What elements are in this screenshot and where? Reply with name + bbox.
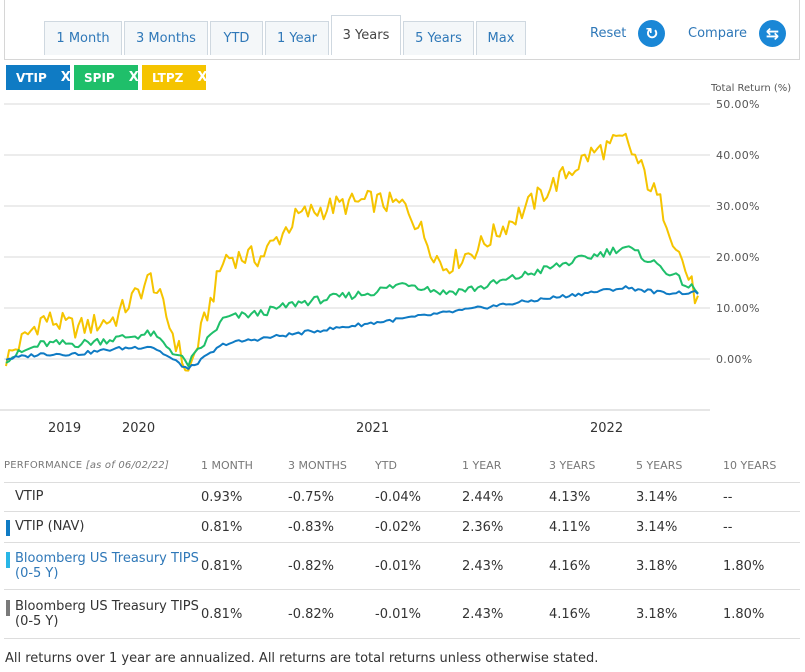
series-line-ltpz	[5, 132, 699, 372]
compare-button[interactable]: Compare ⇆	[688, 20, 786, 47]
perf-title: PERFORMANCE	[4, 459, 83, 471]
chip-ltpz[interactable]: LTPZ X	[142, 65, 208, 90]
cell-value: -0.02%	[375, 511, 462, 543]
col-header: 10 YEARS	[723, 458, 777, 472]
time-range-tabs: 1 Month 3 Months YTD 1 Year 3 Years 5 Ye…	[44, 15, 528, 55]
cell-value: --	[723, 511, 800, 543]
cell-value: --	[723, 482, 800, 512]
cell-value: -0.82%	[288, 589, 375, 639]
close-icon[interactable]: X	[197, 70, 208, 85]
close-icon[interactable]: X	[60, 70, 71, 85]
cell-value: 4.16%	[549, 589, 636, 639]
row-name: VTIP (NAV)	[15, 518, 85, 534]
cell-value: 3.18%	[636, 589, 723, 639]
col-header: 5 YEARS	[636, 458, 683, 472]
y-tick-label: 50.00%	[716, 98, 760, 111]
compare-arrows-icon: ⇆	[758, 20, 786, 47]
cell-value: -0.83%	[288, 511, 375, 543]
x-tick-label: 2022	[590, 421, 624, 436]
cell-value: -0.01%	[375, 542, 462, 590]
row-color-marker	[6, 552, 10, 568]
y-axis-title: Total Return (%)	[711, 83, 792, 94]
cell-value: 2.43%	[462, 589, 549, 639]
col-header: YTD	[375, 458, 397, 472]
tab-1-year[interactable]: 1 Year	[265, 21, 329, 55]
chip-ltpz-label: LTPZ	[152, 70, 184, 85]
cell-value: 3.18%	[636, 542, 723, 590]
tab-frame	[4, 0, 800, 60]
table-row: Bloomberg US Treasury TIPS (0-5 Y) 0.81% -…	[4, 589, 800, 639]
cell-value: 2.43%	[462, 542, 549, 590]
cell-value: 4.13%	[549, 482, 636, 512]
cell-value: -0.01%	[375, 589, 462, 639]
cell-value: 3.14%	[636, 482, 723, 512]
x-tick-label: 2020	[122, 421, 156, 436]
chip-vtip-label: VTIP	[16, 70, 47, 85]
reset-button[interactable]: Reset ↻	[590, 20, 666, 47]
chip-spip-label: SPIP	[84, 70, 115, 85]
row-color-marker	[6, 600, 10, 616]
footnote: All returns over 1 year are annualized. …	[5, 651, 599, 666]
y-tick-label: 30.00%	[716, 200, 760, 213]
benchmark-link[interactable]: Bloomberg US Treasury TIPS (0-5 Y)	[15, 551, 199, 581]
cell-value: 0.81%	[201, 589, 288, 639]
tab-1-month[interactable]: 1 Month	[44, 21, 122, 55]
tab-3-months[interactable]: 3 Months	[124, 21, 208, 55]
cell-value: 1.80%	[723, 542, 800, 590]
cell-value: 3.14%	[636, 511, 723, 543]
series-line-vtip	[5, 285, 699, 370]
row-color-marker	[6, 519, 10, 536]
y-tick-label: 10.00%	[716, 302, 760, 315]
row-name: Bloomberg US Treasury TIPS (0-5 Y)	[15, 599, 199, 629]
cell-value: 2.36%	[462, 511, 549, 543]
reset-icon: ↻	[638, 20, 666, 47]
tab-ytd[interactable]: YTD	[210, 21, 263, 55]
table-row: Bloomberg US Treasury TIPS (0-5 Y) 0.81% -…	[4, 542, 800, 590]
row-name: VTIP	[15, 488, 44, 504]
cell-value: -0.82%	[288, 542, 375, 590]
col-header: 3 YEARS	[549, 458, 596, 472]
perf-asof: [as of 06/02/22]	[85, 459, 169, 471]
series-line-spip	[5, 245, 699, 368]
series-chips: VTIP X SPIP X LTPZ X	[6, 65, 210, 90]
chip-spip[interactable]: SPIP X	[74, 65, 139, 90]
cell-value: 4.16%	[549, 542, 636, 590]
cell-value: -0.04%	[375, 482, 462, 512]
compare-label: Compare	[688, 26, 747, 41]
y-tick-label: 20.00%	[716, 251, 760, 264]
col-header: 1 YEAR	[462, 458, 502, 472]
col-header: 1 MONTH	[201, 458, 253, 472]
cell-value: 0.81%	[201, 542, 288, 590]
tab-5-years[interactable]: 5 Years	[403, 21, 474, 55]
cell-value: 2.44%	[462, 482, 549, 512]
table-row: VTIP 0.93% -0.75% -0.04% 2.44% 4.13% 3.14% --	[4, 482, 800, 512]
chip-vtip[interactable]: VTIP X	[6, 65, 71, 90]
cell-value: 4.11%	[549, 511, 636, 543]
cell-value: -0.75%	[288, 482, 375, 512]
x-tick-label: 2019	[48, 421, 82, 436]
perf-header: PERFORMANCE [as of 06/02/22]	[4, 448, 201, 483]
tab-max[interactable]: Max	[476, 21, 526, 55]
close-icon[interactable]: X	[128, 70, 139, 85]
y-tick-label: 40.00%	[716, 149, 760, 162]
reset-label: Reset	[590, 26, 627, 41]
table-row: VTIP (NAV) 0.81% -0.83% -0.02% 2.36% 4.11% 3.1…	[4, 511, 800, 543]
cell-value: 0.93%	[201, 482, 288, 512]
performance-table: PERFORMANCE [as of 06/02/22] 1 MONTH 3 M…	[4, 448, 800, 639]
cell-value: 0.81%	[201, 511, 288, 543]
y-tick-label: 0.00%	[716, 353, 753, 366]
col-header: 3 MONTHS	[288, 458, 347, 472]
tab-3-years[interactable]: 3 Years	[331, 15, 401, 55]
performance-chart	[0, 103, 710, 411]
x-tick-label: 2021	[356, 421, 390, 436]
cell-value: 1.80%	[723, 589, 800, 639]
